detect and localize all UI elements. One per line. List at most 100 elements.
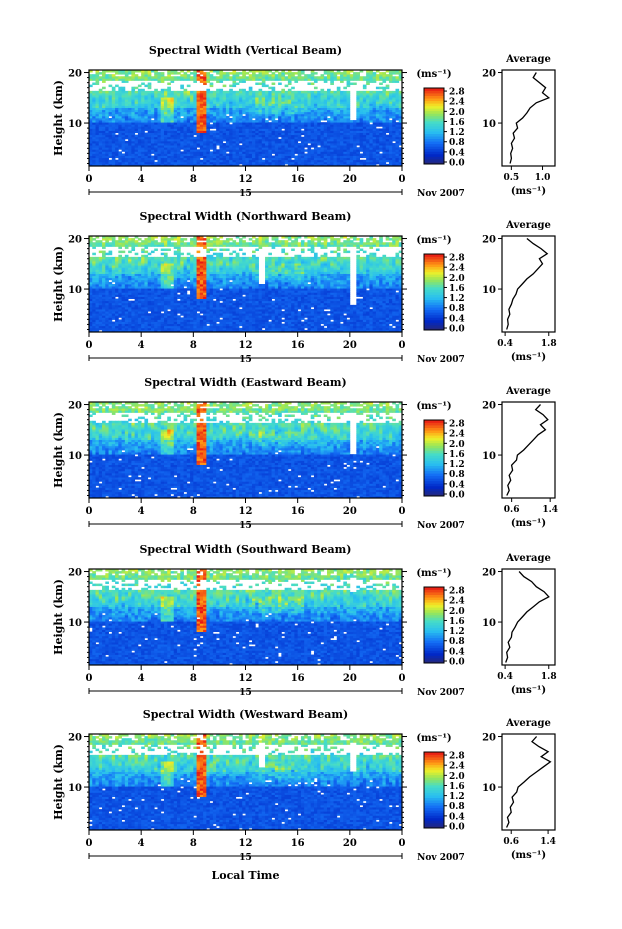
heatmap-cell bbox=[324, 76, 328, 78]
heatmap-cell bbox=[314, 76, 318, 78]
heatmap-cell bbox=[112, 257, 116, 259]
heatmap-cell bbox=[164, 89, 168, 91]
heatmap-cell bbox=[288, 89, 292, 91]
heatmap-cell bbox=[229, 124, 233, 126]
heatmap-cell bbox=[278, 83, 282, 85]
heatmap-cell bbox=[99, 240, 103, 242]
heatmap-cell bbox=[272, 83, 276, 85]
heatmap-cell bbox=[239, 89, 243, 91]
heatmap-cell bbox=[262, 91, 266, 93]
heatmap-cell bbox=[118, 76, 122, 78]
heatmap-cell bbox=[376, 91, 380, 93]
heatmap-cell bbox=[223, 85, 227, 87]
x-tick-label: 4 bbox=[138, 174, 145, 185]
heatmap-cell bbox=[167, 87, 171, 89]
heatmap-cell bbox=[278, 139, 282, 141]
heatmap-cell bbox=[154, 240, 158, 242]
heatmap-cell bbox=[92, 83, 96, 85]
average-frame bbox=[502, 70, 555, 166]
colorbar-swatch bbox=[424, 111, 444, 114]
heatmap-cell bbox=[356, 147, 360, 149]
heatmap-cell bbox=[177, 76, 181, 78]
heatmap-cell bbox=[122, 251, 126, 253]
colorbar-swatch bbox=[424, 141, 444, 144]
heatmap-cell bbox=[118, 151, 122, 153]
heatmap-cell bbox=[105, 74, 109, 76]
heatmap-cell bbox=[314, 72, 318, 74]
heatmap-cell bbox=[122, 87, 126, 89]
heatmap-cell bbox=[157, 257, 161, 259]
heatmap-cell bbox=[360, 160, 364, 162]
heatmap-cell bbox=[347, 91, 351, 93]
heatmap-cell bbox=[128, 251, 132, 253]
heatmap-cell bbox=[353, 83, 357, 85]
heatmap-cell bbox=[109, 242, 113, 244]
chart-panel-1: Spectral Width (Northward Beam)1020Heigh… bbox=[52, 210, 557, 365]
heatmap-cell bbox=[128, 238, 132, 240]
heatmap-cell bbox=[135, 91, 139, 93]
heatmap-cell bbox=[109, 91, 113, 93]
colorbar-swatch bbox=[424, 108, 444, 111]
heatmap-cell bbox=[144, 255, 148, 257]
heatmap-cell bbox=[353, 72, 357, 74]
heatmap-cell bbox=[304, 74, 308, 76]
heatmap-cell bbox=[125, 255, 129, 257]
heatmap-cell bbox=[320, 122, 324, 124]
colorbar-swatch bbox=[424, 149, 444, 152]
heatmap-cell bbox=[122, 257, 126, 259]
heatmap-cell bbox=[102, 87, 106, 89]
panel-title: Spectral Width (Northward Beam) bbox=[140, 210, 352, 223]
heatmap-cell bbox=[242, 116, 246, 118]
heatmap-cell bbox=[301, 91, 305, 93]
heatmap-cell bbox=[174, 91, 178, 93]
heatmap-cell bbox=[320, 74, 324, 76]
heatmap-cell bbox=[379, 87, 383, 89]
heatmap-cell bbox=[161, 89, 165, 91]
colorbar-swatch bbox=[424, 159, 444, 162]
heatmap-cell bbox=[154, 89, 158, 91]
heatmap-cell bbox=[320, 89, 324, 91]
heatmap-cell bbox=[259, 89, 263, 91]
heatmap-cell bbox=[210, 151, 214, 153]
heatmap-cell bbox=[307, 74, 311, 76]
heatmap-cell bbox=[112, 284, 116, 286]
heatmap-cells bbox=[89, 236, 402, 332]
panel-title: Spectral Width (Vertical Beam) bbox=[149, 44, 342, 57]
heatmap-cell bbox=[268, 87, 272, 89]
heatmap-cell bbox=[252, 91, 256, 93]
heatmap-cell bbox=[268, 91, 272, 93]
colorbar-swatch bbox=[424, 91, 444, 94]
colorbar-swatch bbox=[424, 151, 444, 154]
heatmap-cell bbox=[125, 91, 129, 93]
heatmap-cell bbox=[148, 253, 152, 255]
heatmap-cell bbox=[294, 91, 298, 93]
colorbar-swatch bbox=[424, 136, 444, 139]
heatmap-cell bbox=[294, 76, 298, 78]
heatmap-cell bbox=[99, 257, 103, 259]
heatmap-cell bbox=[151, 156, 155, 158]
heatmap-cell bbox=[226, 91, 230, 93]
heatmap-cell bbox=[265, 120, 269, 122]
heatmap-cell bbox=[180, 118, 184, 120]
heatmap-cell bbox=[223, 72, 227, 74]
heatmap-cell bbox=[115, 299, 119, 301]
heatmap-cell bbox=[141, 255, 145, 257]
day-label: 15 bbox=[239, 189, 252, 199]
heatmap-cell bbox=[317, 91, 321, 93]
heatmap-cell bbox=[216, 149, 220, 151]
heatmap-cell bbox=[177, 91, 181, 93]
heatmap-cell bbox=[252, 120, 256, 122]
heatmap-cell bbox=[112, 74, 116, 76]
heatmap-cell bbox=[161, 257, 165, 259]
heatmap-cell bbox=[151, 91, 155, 93]
avg-y-tick-label: 10 bbox=[482, 119, 496, 130]
heatmap-cell bbox=[99, 76, 103, 78]
heatmap-cell bbox=[236, 91, 240, 93]
colorbar-tick-label: 2.4 bbox=[449, 98, 465, 108]
heatmap-cell bbox=[379, 83, 383, 85]
heatmap-cell bbox=[314, 91, 318, 93]
colorbar-swatch bbox=[424, 93, 444, 96]
colorbar-swatch bbox=[424, 131, 444, 134]
heatmap-cell bbox=[109, 160, 113, 162]
